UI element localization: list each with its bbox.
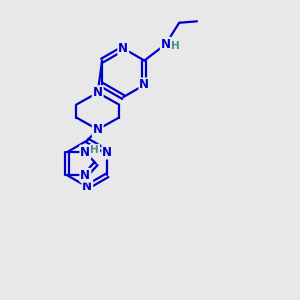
Text: N: N xyxy=(80,146,90,159)
Text: N: N xyxy=(102,146,112,159)
Text: H: H xyxy=(171,41,180,51)
Text: N: N xyxy=(93,123,103,136)
Text: N: N xyxy=(82,180,92,194)
Text: H: H xyxy=(91,145,99,155)
Text: N: N xyxy=(161,38,171,51)
Text: N: N xyxy=(118,42,128,55)
Text: N: N xyxy=(93,86,103,99)
Text: N: N xyxy=(140,78,149,92)
Text: N: N xyxy=(80,169,90,182)
